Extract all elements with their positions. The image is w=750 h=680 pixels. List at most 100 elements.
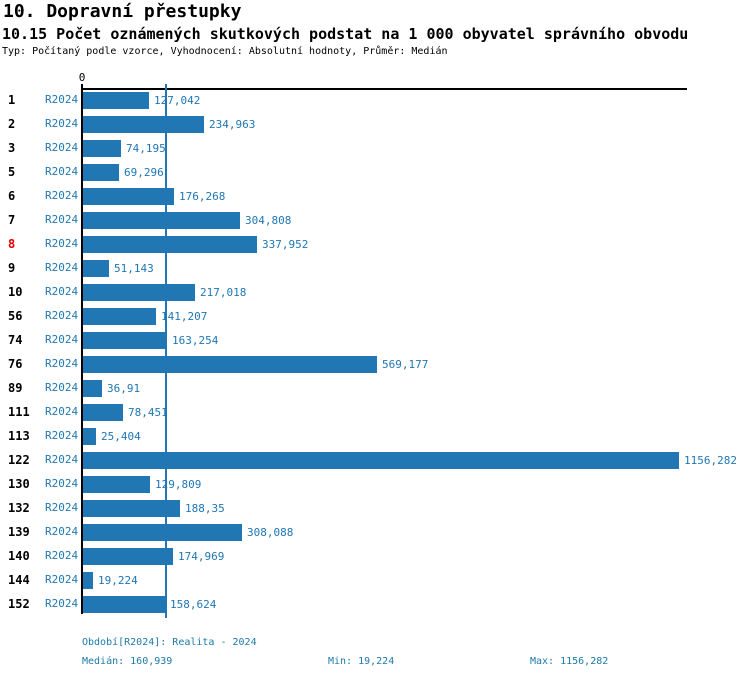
bar xyxy=(83,188,174,205)
row-series-label: R2024 xyxy=(45,237,79,250)
chart-row: 8 R2024 337,952 xyxy=(0,232,750,256)
row-category: 139 xyxy=(8,525,30,539)
chart-row: 122 R2024 1156,282 xyxy=(0,448,750,472)
chart-row: 1 R2024 127,042 xyxy=(0,88,750,112)
bar xyxy=(83,500,180,517)
chart-row: 111 R2024 78,451 xyxy=(0,400,750,424)
row-series-label: R2024 xyxy=(45,549,79,562)
chart-title: 10.15 Počet oznámených skutkových podsta… xyxy=(2,25,689,43)
row-series-label: R2024 xyxy=(45,525,79,538)
bar xyxy=(83,452,679,469)
row-category: 144 xyxy=(8,573,30,587)
footer-median: Medián: 160,939 xyxy=(82,656,173,667)
row-series-label: R2024 xyxy=(45,309,79,322)
row-category: 10 xyxy=(8,285,23,299)
bar xyxy=(83,428,96,445)
row-series-label: R2024 xyxy=(45,501,79,514)
chart-row: 10 R2024 217,018 xyxy=(0,280,750,304)
row-category: 111 xyxy=(8,405,30,419)
bar-value-label: 19,224 xyxy=(98,574,138,587)
row-category: 1 xyxy=(8,93,16,107)
row-series-label: R2024 xyxy=(45,429,79,442)
x-axis-top-line xyxy=(81,88,687,90)
chart-row: 74 R2024 163,254 xyxy=(0,328,750,352)
bar xyxy=(83,260,109,277)
page-title: 10. Dopravní přestupky xyxy=(3,1,242,22)
bar-wrap: 569,177 xyxy=(83,356,428,373)
row-series-label: R2024 xyxy=(45,453,79,466)
bar-value-label: 163,254 xyxy=(172,334,219,347)
bar-value-label: 337,952 xyxy=(262,238,309,251)
row-category: 130 xyxy=(8,477,30,491)
chart-row: 132 R2024 188,35 xyxy=(0,496,750,520)
bar-wrap: 19,224 xyxy=(83,572,138,589)
chart-row: 113 R2024 25,404 xyxy=(0,424,750,448)
bar-value-label: 74,195 xyxy=(126,142,166,155)
bar-value-label: 36,91 xyxy=(107,382,141,395)
bar-value-label: 188,35 xyxy=(185,502,225,515)
bar-value-label: 174,969 xyxy=(178,550,225,563)
row-category: 2 xyxy=(8,117,16,131)
bar-wrap: 217,018 xyxy=(83,284,246,301)
bar xyxy=(83,236,257,253)
row-category: 140 xyxy=(8,549,30,563)
bar xyxy=(83,140,121,157)
bar-wrap: 36,91 xyxy=(83,380,140,397)
bar-wrap: 25,404 xyxy=(83,428,141,445)
row-series-label: R2024 xyxy=(45,477,79,490)
row-category: 122 xyxy=(8,453,30,467)
bar xyxy=(83,524,242,541)
bar-value-label: 69,296 xyxy=(124,166,164,179)
bar xyxy=(83,356,377,373)
chart-row: 3 R2024 74,195 xyxy=(0,136,750,160)
bar-value-label: 217,018 xyxy=(200,286,247,299)
chart-row: 144 R2024 19,224 xyxy=(0,568,750,592)
row-series-label: R2024 xyxy=(45,93,79,106)
row-category: 113 xyxy=(8,429,30,443)
row-series-label: R2024 xyxy=(45,261,79,274)
bar-wrap: 141,207 xyxy=(83,308,207,325)
bar xyxy=(83,284,195,301)
row-series-label: R2024 xyxy=(45,285,79,298)
footer-max: Max: 1156,282 xyxy=(530,656,609,667)
chart-row: 139 R2024 308,088 xyxy=(0,520,750,544)
y-axis-line xyxy=(81,84,83,614)
bar-value-label: 158,624 xyxy=(170,598,217,611)
bar-wrap: 127,042 xyxy=(83,92,200,109)
bar xyxy=(83,212,240,229)
bar xyxy=(83,308,156,325)
row-category: 132 xyxy=(8,501,30,515)
bar-value-label: 1156,282 xyxy=(684,454,737,467)
chart-row: 140 R2024 174,969 xyxy=(0,544,750,568)
bar-value-label: 176,268 xyxy=(179,190,226,203)
bar-wrap: 304,808 xyxy=(83,212,291,229)
bar-wrap: 51,143 xyxy=(83,260,154,277)
bar-value-label: 234,963 xyxy=(209,118,256,131)
bar-wrap: 74,195 xyxy=(83,140,166,157)
bar-wrap: 337,952 xyxy=(83,236,308,253)
bar xyxy=(83,548,173,565)
bar-wrap: 176,268 xyxy=(83,188,225,205)
chart-row: 2 R2024 234,963 xyxy=(0,112,750,136)
row-series-label: R2024 xyxy=(45,381,79,394)
row-category: 56 xyxy=(8,309,23,323)
chart-row: 130 R2024 129,809 xyxy=(0,472,750,496)
bar xyxy=(83,164,119,181)
row-series-label: R2024 xyxy=(45,117,79,130)
bar-value-label: 25,404 xyxy=(101,430,141,443)
bar-value-label: 78,451 xyxy=(128,406,168,419)
chart-row: 6 R2024 176,268 xyxy=(0,184,750,208)
row-series-label: R2024 xyxy=(45,357,79,370)
row-series-label: R2024 xyxy=(45,597,79,610)
bar-wrap: 78,451 xyxy=(83,404,168,421)
bar-wrap: 174,969 xyxy=(83,548,224,565)
bar-value-label: 51,143 xyxy=(114,262,154,275)
row-category: 5 xyxy=(8,165,16,179)
chart-row: 9 R2024 51,143 xyxy=(0,256,750,280)
bar-wrap: 129,809 xyxy=(83,476,201,493)
bar xyxy=(83,404,123,421)
bar-value-label: 127,042 xyxy=(154,94,201,107)
row-category: 6 xyxy=(8,189,16,203)
chart-row: 76 R2024 569,177 xyxy=(0,352,750,376)
